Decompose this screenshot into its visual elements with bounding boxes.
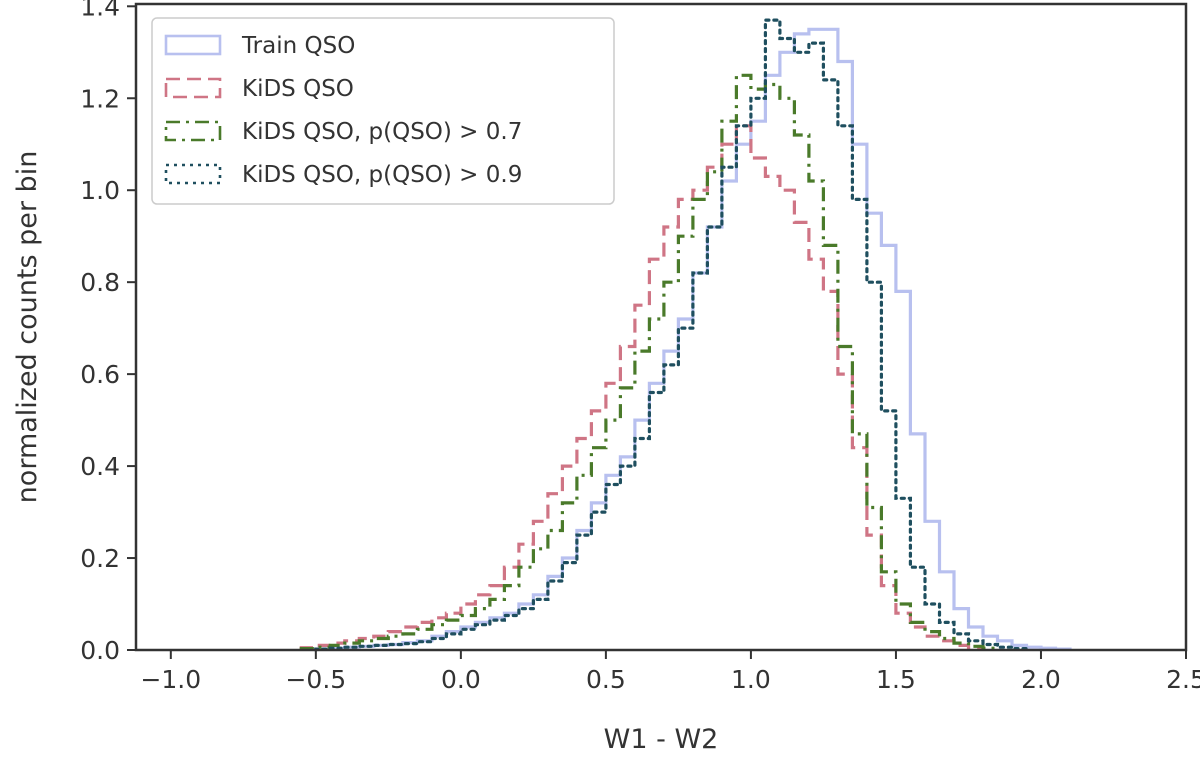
x-axis-label: W1 - W2 — [604, 724, 719, 755]
x-tick-label: −0.5 — [285, 665, 346, 694]
y-axis-ticks: 0.0 0.2 0.4 0.6 0.8 1.0 1.2 1.4 — [80, 0, 136, 665]
legend-swatch-2 — [164, 77, 222, 99]
y-tick-label: 1.4 — [80, 0, 120, 21]
y-tick-label: 0.8 — [80, 268, 120, 297]
y-tick-label: 0.0 — [80, 636, 120, 665]
y-tick-label: 1.2 — [80, 84, 120, 113]
plot-marks — [299, 18, 1072, 652]
x-tick-label: 0.0 — [441, 665, 481, 694]
y-tick-label: 0.6 — [80, 360, 120, 389]
y-axis-label: normalized counts per bin — [12, 151, 43, 504]
series-line-4 — [314, 18, 1029, 652]
legend-frame — [151, 17, 615, 205]
x-axis-ticks: −1.0 −0.5 0.0 0.5 1.0 1.5 2.0 2.5 — [140, 650, 1200, 694]
x-tick-label: 2.0 — [1021, 665, 1061, 694]
legend-label-3: KiDS QSO, p(QSO) > 0.7 — [242, 119, 522, 145]
legend-label-2: KiDS QSO — [242, 76, 354, 102]
plot-frame — [134, 2, 1188, 652]
x-tick-label: 0.5 — [586, 665, 626, 694]
legend-label-1: Train QSO — [241, 33, 355, 59]
legend-label-4: KiDS QSO, p(QSO) > 0.9 — [242, 162, 522, 188]
y-tick-label: 1.0 — [80, 176, 120, 205]
legend-swatch-4 — [164, 163, 222, 185]
y-tick-label: 0.2 — [80, 544, 120, 573]
x-tick-label: −1.0 — [140, 665, 201, 694]
x-tick-label: 1.5 — [876, 665, 916, 694]
y-tick-label: 0.4 — [80, 452, 120, 481]
x-tick-label: 2.5 — [1166, 665, 1200, 694]
legend: Train QSO KiDS QSO KiDS QSO, p(QSO) > 0.7 K… — [151, 17, 615, 205]
series-line-2 — [299, 124, 985, 650]
legend-swatch-3 — [164, 120, 222, 142]
legend-swatch-1 — [164, 34, 222, 56]
x-tick-label: 1.0 — [731, 665, 771, 694]
